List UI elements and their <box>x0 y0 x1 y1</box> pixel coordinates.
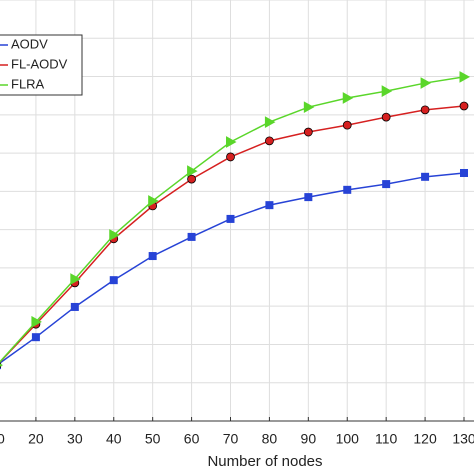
marker <box>0 363 4 367</box>
marker <box>420 105 430 115</box>
marker <box>148 252 157 261</box>
legend: AODV FL-AODV FLRA <box>0 34 83 96</box>
x-tick-label: 40 <box>106 431 122 447</box>
legend-label: AODV <box>11 36 48 51</box>
marker <box>226 152 235 162</box>
marker <box>187 232 196 241</box>
marker <box>264 116 276 128</box>
marker <box>382 180 391 189</box>
marker <box>303 101 315 114</box>
marker <box>109 229 120 241</box>
marker <box>265 201 274 210</box>
legend-box <box>0 34 83 96</box>
x-tick-label: 20 <box>28 431 44 447</box>
x-tick-label: 130 <box>452 431 474 447</box>
marker <box>226 136 237 148</box>
line <box>0 172 465 364</box>
legend-label: FL-AODV <box>11 56 68 71</box>
marker <box>342 120 352 130</box>
marker <box>343 185 352 194</box>
marker <box>342 92 354 104</box>
marker <box>420 77 432 89</box>
marker <box>381 85 393 97</box>
x-tick-label: 10 <box>0 431 5 447</box>
marker <box>381 112 391 122</box>
marker <box>187 165 198 177</box>
marker <box>70 273 81 285</box>
x-tick-label: 90 <box>301 431 317 447</box>
x-tick-label: 30 <box>67 431 83 447</box>
x-tick-label: 50 <box>145 431 161 447</box>
marker <box>109 276 118 285</box>
x-tick-label: 120 <box>413 431 437 447</box>
marker <box>31 333 40 342</box>
marker <box>148 195 159 207</box>
x-tick-label: 80 <box>262 431 278 447</box>
marker <box>421 172 430 181</box>
legend-label: FLRA <box>11 76 45 91</box>
marker <box>187 174 196 184</box>
marker <box>459 71 471 83</box>
x-tick-label: 70 <box>223 431 239 447</box>
x-tick-label: 60 <box>184 431 200 447</box>
marker <box>31 316 42 328</box>
marker <box>265 136 274 146</box>
marker <box>70 302 79 311</box>
marker <box>226 214 235 223</box>
line <box>0 105 465 364</box>
marker <box>459 101 469 111</box>
x-tick-label: 110 <box>375 431 398 447</box>
marker <box>460 168 468 177</box>
x-axis-label: Number of nodes <box>207 453 322 470</box>
marker <box>304 193 313 202</box>
x-tick-label: 100 <box>336 431 360 447</box>
marker <box>303 127 313 137</box>
